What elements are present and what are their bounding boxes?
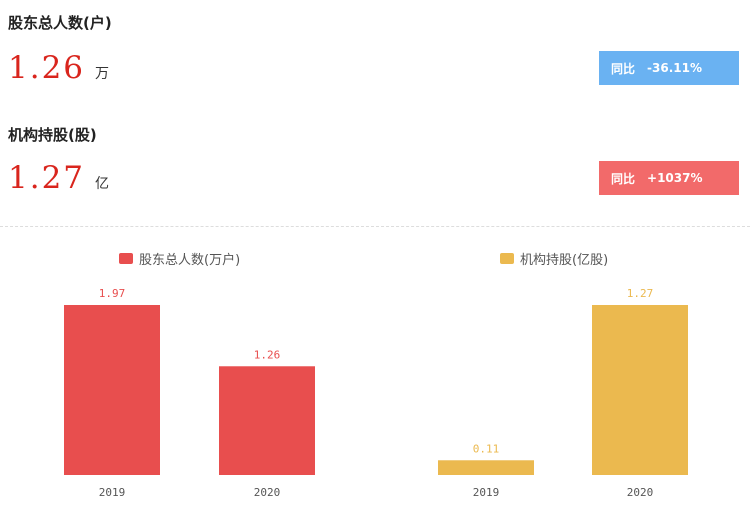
section-divider	[0, 226, 750, 227]
holders-bar-2020	[219, 366, 315, 475]
institution-bar-2020	[592, 305, 688, 475]
holders-unit: 万	[95, 66, 110, 82]
institution-bar-2019	[438, 460, 534, 475]
institution-title: 机构持股(股)	[8, 126, 97, 144]
institution-yoy-badge: 同比 +1037%	[599, 161, 739, 195]
institution-yoy-value: +1037%	[647, 171, 703, 185]
legend-institution: 机构持股(亿股)	[500, 249, 608, 268]
holders-yoy-badge: 同比 -36.11%	[599, 51, 739, 85]
institution-value: 1.27	[8, 160, 86, 196]
holders-title: 股东总人数(户)	[8, 14, 112, 32]
holders-value: 1.26	[8, 50, 86, 86]
institution-unit: 亿	[95, 176, 110, 192]
holders-value-label-2020: 1.26	[254, 348, 281, 361]
institution-tick-2019: 2019	[473, 486, 500, 499]
holders-value-line: 1.26 万	[8, 50, 109, 86]
legend-label-institution: 机构持股(亿股)	[520, 253, 609, 268]
institution-yoy-key: 同比	[611, 171, 636, 186]
holders-bar-2019	[64, 305, 160, 475]
institution-value-label-2020: 1.27	[627, 287, 654, 300]
legend-swatch-institution	[500, 253, 514, 264]
holders-tick-2020: 2020	[254, 486, 281, 499]
institution-value-label-2019: 0.11	[473, 442, 500, 455]
legend-swatch-holders	[119, 253, 133, 264]
legend-label-holders: 股东总人数(万户)	[139, 253, 241, 268]
institution-value-line: 1.27 亿	[8, 160, 109, 196]
holders-yoy-value: -36.11%	[647, 61, 702, 75]
holders-yoy-key: 同比	[611, 61, 636, 76]
institution-tick-2020: 2020	[627, 486, 654, 499]
legend-holders: 股东总人数(万户)	[119, 249, 240, 268]
holders-tick-2019: 2019	[99, 486, 126, 499]
holders-value-label-2019: 1.97	[99, 287, 126, 300]
